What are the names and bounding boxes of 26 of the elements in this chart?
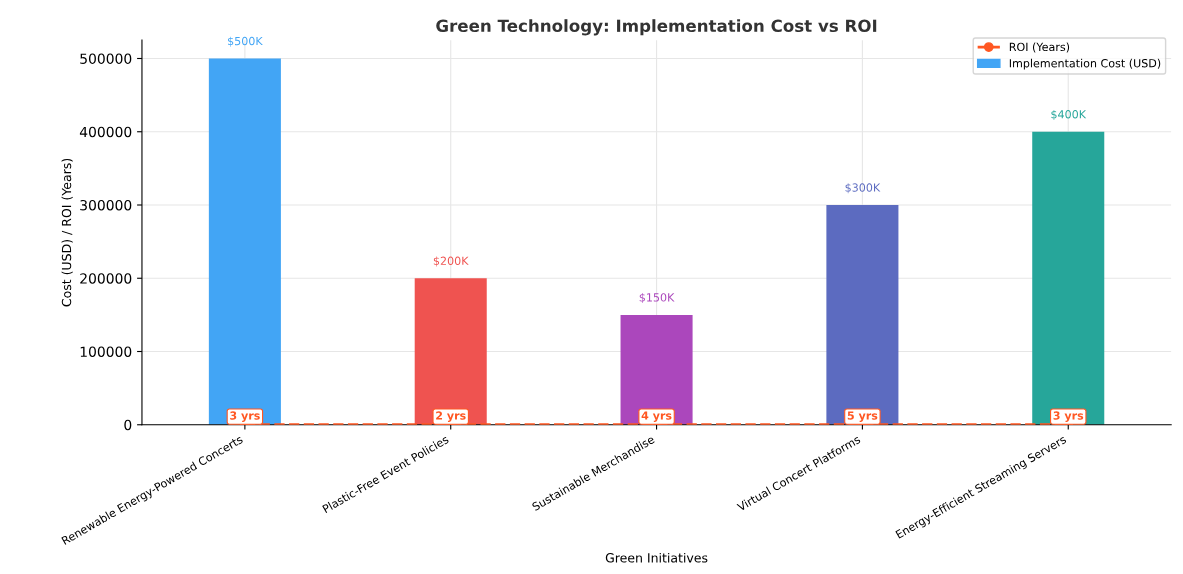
y-tick-label: 500000 [80,53,132,64]
legend-label: ROI (Years) [1009,42,1070,53]
y-tick-label: 300000 [80,199,132,211]
data-label: 4 yrs [641,411,672,422]
data-label: $500K [228,36,263,47]
bar [1032,131,1105,425]
bar [414,278,487,425]
data-label: $300K [845,183,881,194]
y-tick-label: 100000 [80,346,132,357]
y-axis-title: Cost (USD) / ROI (Years) [61,158,73,307]
data-label: 3 yrs [1053,411,1084,422]
data-label: 5 yrs [847,411,878,422]
data-label: 3 yrs [230,411,260,422]
data-label: $200K [433,256,469,267]
data-label: $150K [639,293,675,304]
legend-label: Implementation Cost (USD) [1009,58,1161,70]
bar [620,314,693,425]
y-tick-label: 200000 [80,273,132,284]
chart-title: Green Technology: Implementation Cost vs ROI [436,19,877,36]
y-tick-label: 400000 [79,126,132,138]
bar [208,58,281,425]
x-axis-title: Green Initiatives [605,552,708,563]
data-label: 2 yrs [436,411,466,422]
data-label: $400K [1051,109,1087,120]
bar [826,205,899,425]
y-tick-label: 0 [124,419,132,431]
